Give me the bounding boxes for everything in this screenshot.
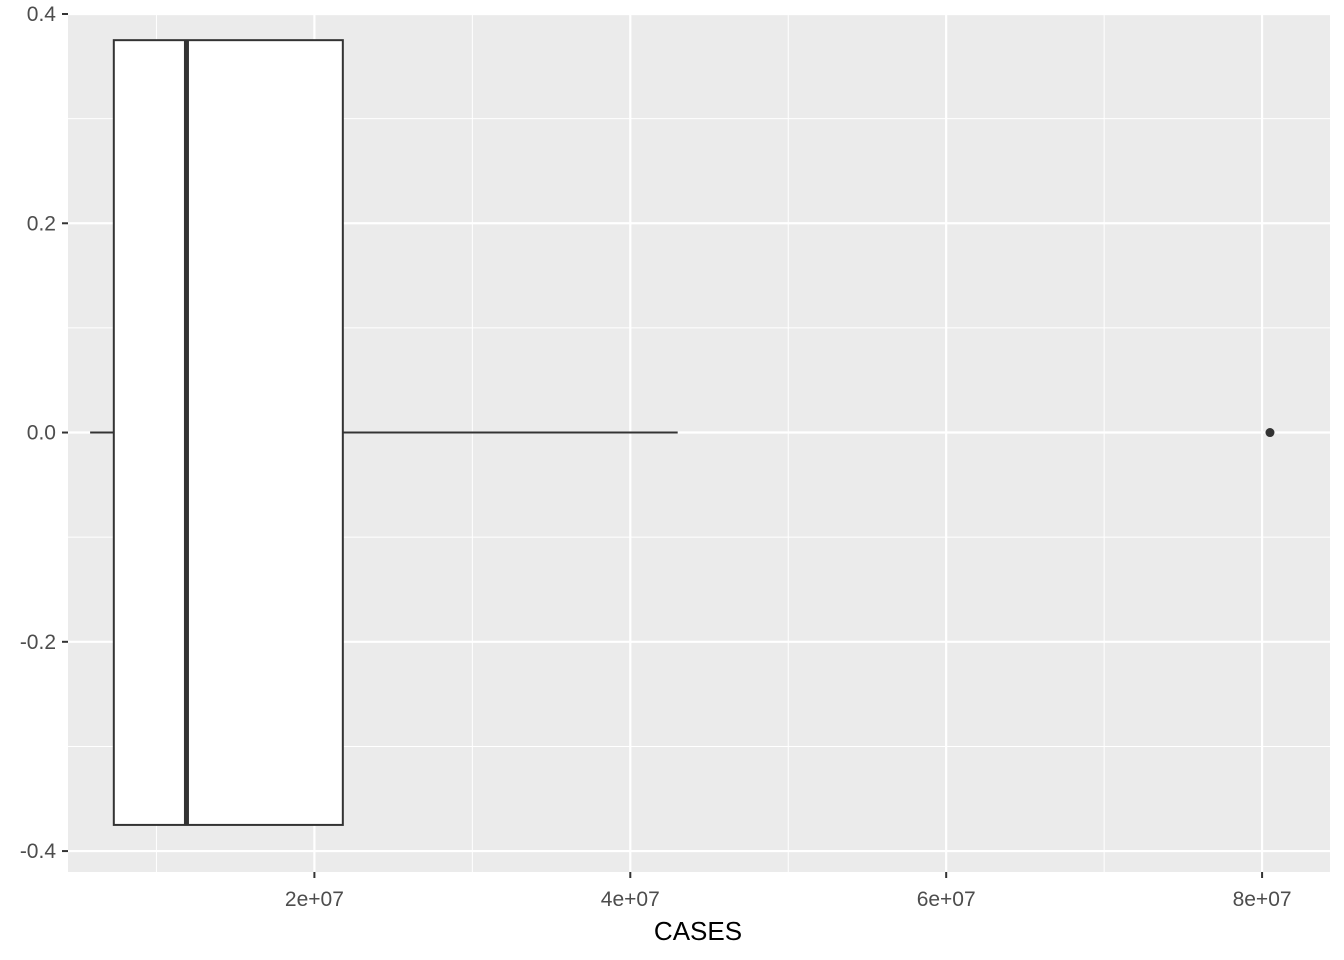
y-tick-label: -0.4 [20, 840, 57, 863]
x-axis: 2e+07 4e+07 6e+07 8e+07 [285, 872, 1292, 911]
box-iqr [112, 39, 344, 826]
boxplot-marks [90, 39, 1275, 826]
y-tick-label: 0.2 [27, 212, 56, 235]
outlier-point [1265, 428, 1275, 438]
y-tick-label: -0.2 [20, 631, 56, 654]
x-axis-title: CASES [654, 916, 742, 946]
x-tick-label: 8e+07 [1233, 888, 1292, 911]
x-tick-label: 4e+07 [601, 888, 660, 911]
x-tick-label: 6e+07 [917, 888, 976, 911]
x-tick-label: 2e+07 [285, 888, 344, 911]
y-tick-label: 0.4 [27, 3, 57, 26]
y-tick-label: 0.0 [27, 422, 56, 445]
y-axis: 0.4 0.2 0.0 -0.2 -0.4 [20, 3, 68, 863]
